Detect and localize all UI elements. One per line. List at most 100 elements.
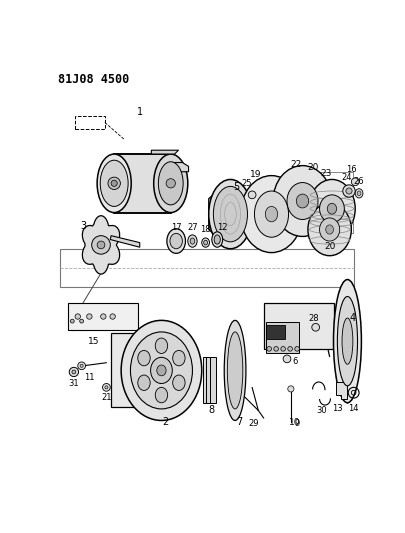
Circle shape — [80, 319, 83, 323]
Ellipse shape — [320, 195, 344, 223]
Text: 16: 16 — [346, 165, 357, 174]
Text: 11: 11 — [84, 373, 95, 382]
Text: 21: 21 — [101, 393, 112, 402]
Polygon shape — [171, 163, 189, 172]
Ellipse shape — [157, 365, 166, 376]
Ellipse shape — [154, 154, 188, 213]
Circle shape — [248, 191, 256, 199]
Circle shape — [92, 236, 110, 254]
Ellipse shape — [204, 240, 207, 245]
Text: 30: 30 — [317, 406, 327, 415]
Circle shape — [267, 346, 271, 351]
Circle shape — [80, 364, 83, 367]
Ellipse shape — [309, 180, 355, 238]
Bar — [202, 357, 209, 403]
Ellipse shape — [320, 218, 340, 241]
Circle shape — [75, 314, 81, 319]
Ellipse shape — [224, 320, 246, 421]
Bar — [68, 303, 138, 329]
Text: 81J08 4500: 81J08 4500 — [58, 73, 130, 86]
Bar — [264, 303, 333, 349]
Text: 20: 20 — [307, 164, 318, 172]
Text: 9: 9 — [294, 419, 300, 428]
Ellipse shape — [121, 320, 202, 421]
Polygon shape — [82, 216, 119, 274]
Ellipse shape — [287, 182, 318, 220]
Ellipse shape — [296, 194, 309, 208]
Bar — [111, 334, 162, 407]
Circle shape — [72, 370, 76, 374]
Circle shape — [100, 314, 106, 319]
Ellipse shape — [327, 203, 337, 214]
Text: 23: 23 — [320, 169, 331, 178]
Text: 1: 1 — [136, 108, 143, 117]
Ellipse shape — [155, 338, 168, 353]
Text: 19: 19 — [250, 169, 262, 179]
Text: 20: 20 — [324, 242, 335, 251]
Text: 7: 7 — [236, 417, 242, 427]
Bar — [266, 322, 298, 353]
Ellipse shape — [130, 332, 192, 409]
Polygon shape — [209, 191, 217, 237]
Ellipse shape — [337, 296, 358, 386]
Circle shape — [288, 386, 294, 392]
Text: 17: 17 — [171, 223, 181, 232]
Text: 4: 4 — [350, 313, 356, 323]
Ellipse shape — [155, 387, 168, 403]
Text: 26: 26 — [354, 176, 364, 185]
Ellipse shape — [326, 225, 333, 234]
Circle shape — [78, 362, 85, 370]
Ellipse shape — [167, 229, 185, 253]
Circle shape — [69, 367, 79, 377]
Ellipse shape — [173, 375, 185, 391]
Circle shape — [283, 355, 291, 363]
Text: 10: 10 — [289, 417, 301, 426]
Circle shape — [102, 384, 110, 391]
Polygon shape — [151, 150, 179, 154]
Polygon shape — [110, 236, 140, 247]
Circle shape — [87, 314, 92, 319]
Ellipse shape — [333, 280, 361, 403]
Ellipse shape — [273, 166, 332, 237]
Ellipse shape — [355, 189, 363, 198]
Ellipse shape — [158, 161, 183, 205]
Circle shape — [274, 346, 279, 351]
Ellipse shape — [209, 180, 252, 249]
Text: 3: 3 — [80, 221, 86, 231]
Ellipse shape — [265, 206, 278, 222]
Ellipse shape — [151, 357, 172, 384]
Text: 27: 27 — [187, 223, 198, 232]
Bar — [210, 357, 217, 403]
Circle shape — [343, 185, 355, 197]
Bar — [75, 116, 105, 130]
Text: 28: 28 — [309, 313, 320, 322]
Ellipse shape — [214, 235, 220, 244]
Ellipse shape — [138, 375, 150, 391]
Ellipse shape — [202, 238, 209, 247]
Text: 12: 12 — [217, 223, 228, 232]
Text: 29: 29 — [248, 419, 259, 428]
Ellipse shape — [213, 187, 247, 242]
Ellipse shape — [227, 332, 243, 409]
Polygon shape — [336, 382, 347, 399]
Text: 31: 31 — [68, 379, 79, 388]
Ellipse shape — [212, 232, 223, 247]
Ellipse shape — [254, 191, 288, 237]
Circle shape — [166, 179, 175, 188]
Ellipse shape — [100, 160, 128, 206]
Polygon shape — [114, 154, 171, 213]
Bar — [266, 325, 286, 339]
Bar — [60, 249, 354, 287]
Circle shape — [288, 346, 292, 351]
Ellipse shape — [188, 235, 197, 247]
Text: 13: 13 — [332, 405, 343, 414]
Bar — [207, 357, 213, 403]
Circle shape — [281, 346, 286, 351]
Ellipse shape — [357, 191, 361, 196]
Text: 25: 25 — [241, 179, 252, 188]
Ellipse shape — [138, 350, 150, 366]
Ellipse shape — [97, 154, 131, 213]
Circle shape — [110, 314, 115, 319]
Text: 24: 24 — [341, 173, 352, 182]
Circle shape — [346, 188, 352, 194]
